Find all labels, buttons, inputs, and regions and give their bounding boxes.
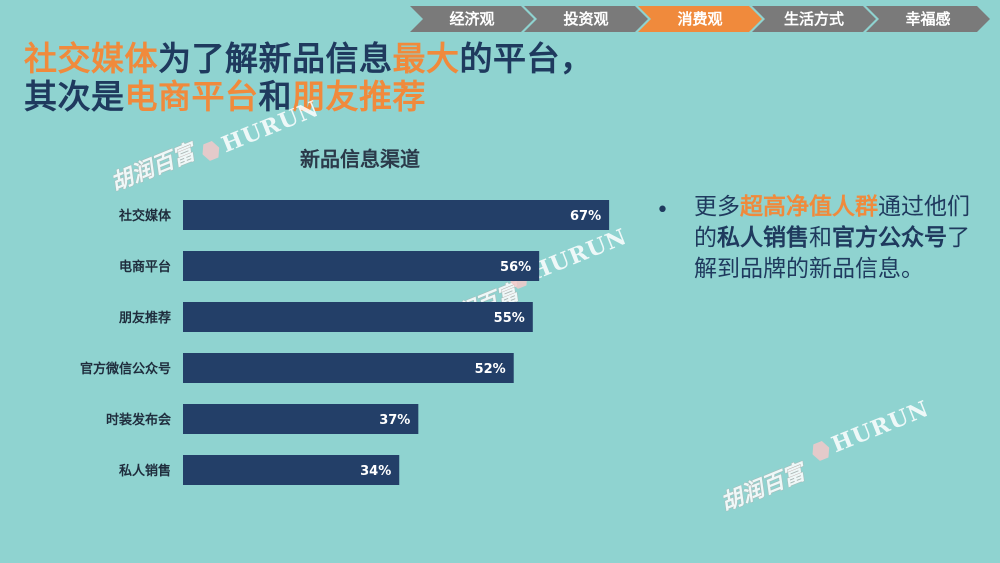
watermark-logo-en: HURUN [808, 396, 933, 467]
category-label: 时装发布会 [106, 412, 172, 428]
bar-chart: 社交媒体 67% 电商平台 56% 朋友推荐 55% 官方微信公众号 52% 时装发布会 37% 私… [80, 200, 610, 485]
bar [183, 251, 540, 281]
title-line-1: 社交媒体为了解新品信息最大的平台， [24, 39, 594, 78]
title-segment: 其次是 [24, 77, 125, 116]
hexagon-icon [809, 439, 832, 462]
title-segment: 的平台， [459, 39, 594, 78]
nav-item-consumption[interactable]: 消费观 [638, 6, 762, 32]
bar [183, 455, 400, 485]
title-line-2: 其次是电商平台和朋友推荐 [24, 77, 426, 116]
category-label: 私人销售 [119, 463, 171, 479]
top-nav: 经济观 投资观 消费观 生活方式 幸福感 [410, 6, 994, 32]
nav-item-happiness[interactable]: 幸福感 [866, 6, 990, 32]
nav-item-lifestyle[interactable]: 生活方式 [752, 6, 876, 32]
bullet-segment: 了解到品牌的新品信息。 [694, 225, 970, 282]
title-segment: 最大 [392, 39, 460, 78]
nav-item-investment[interactable]: 投资观 [524, 6, 648, 32]
bar [183, 404, 419, 434]
bar [183, 200, 610, 230]
value-label: 37% [379, 413, 410, 428]
title-segment: 电商平台 [124, 77, 259, 116]
chart-title: 新品信息渠道 [300, 147, 420, 171]
title-segment: 和 [258, 77, 292, 116]
page-title: 社交媒体为了解新品信息最大的平台， 其次是电商平台和朋友推荐 [24, 40, 594, 116]
category-label: 官方微信公众号 [80, 361, 171, 377]
category-label: 电商平台 [119, 259, 171, 275]
value-label: 52% [475, 362, 506, 377]
bar [183, 353, 514, 383]
category-label: 社交媒体 [118, 208, 172, 224]
value-label: 55% [494, 311, 525, 326]
title-segment: 朋友推荐 [292, 77, 426, 116]
watermark-logo-cn: 胡润百富 [717, 460, 809, 517]
bullet-segment: 私人销售 [717, 225, 809, 251]
bullet-segment: 超高净值人群 [740, 194, 878, 220]
title-segment: 为了解新品信息 [158, 39, 393, 78]
bullet-segment: 更多 [694, 194, 740, 220]
bar [183, 302, 533, 332]
bullet-text: 更多超高净值人群通过他们的私人销售和官方公众号了解到品牌的新品信息。 [694, 192, 974, 285]
value-label: 67% [570, 209, 601, 224]
value-label: 56% [500, 260, 531, 275]
bullet-segment: 通过他们的 [694, 194, 970, 251]
bullet-segment: 官方公众号 [832, 225, 947, 251]
nav-item-economy[interactable]: 经济观 [410, 6, 534, 32]
value-label: 34% [360, 464, 391, 479]
bullet-icon: • [656, 198, 669, 223]
category-label: 朋友推荐 [118, 310, 171, 326]
title-segment: 社交媒体 [24, 39, 158, 78]
bullet-segment: 和 [809, 225, 832, 251]
